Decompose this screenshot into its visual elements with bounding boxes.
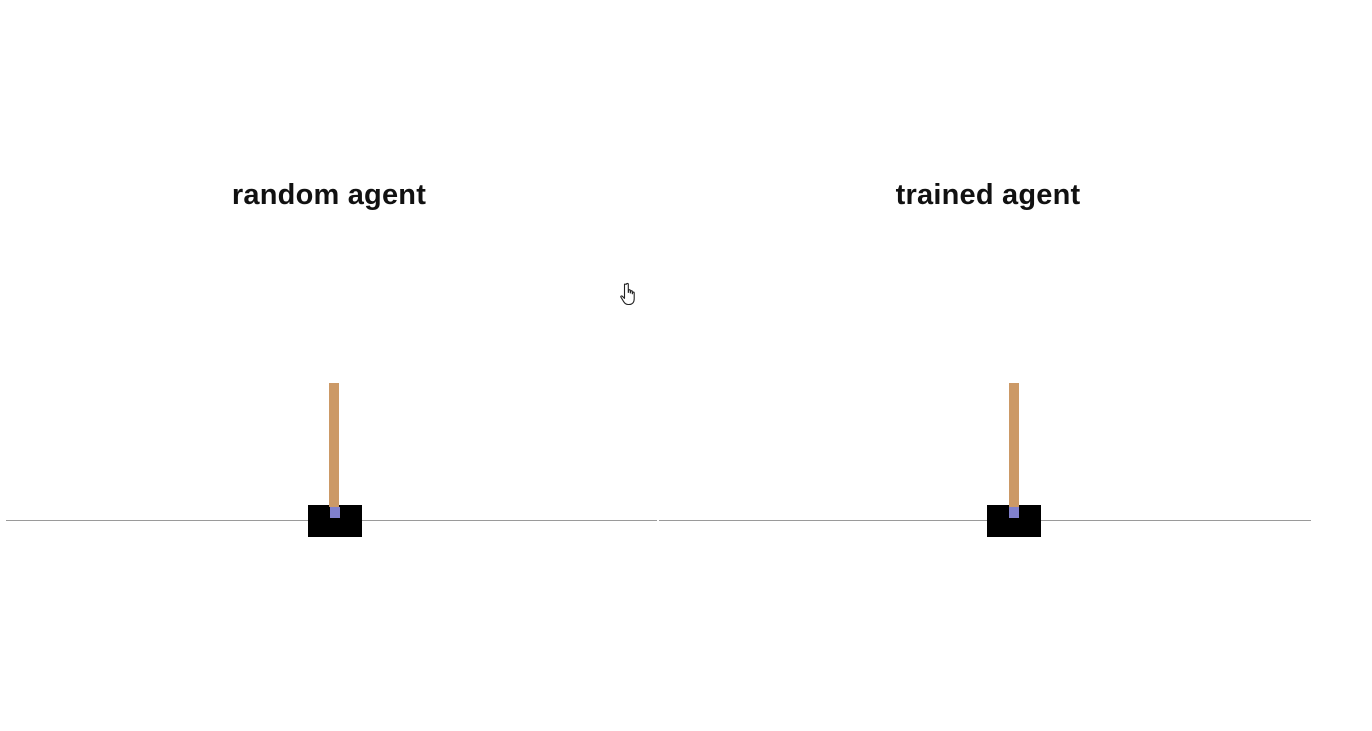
random-agent-axle xyxy=(330,507,340,518)
hand-pointer-icon xyxy=(620,282,640,308)
trained-agent-track xyxy=(659,520,1311,521)
trained-agent-axle xyxy=(1009,507,1019,518)
random-agent-pole xyxy=(329,383,339,507)
random-agent-panel: random agent xyxy=(0,0,658,731)
random-agent-title: random agent xyxy=(0,179,658,212)
trained-agent-panel: trained agent xyxy=(658,0,1318,731)
trained-agent-pole xyxy=(1009,383,1019,507)
trained-agent-title: trained agent xyxy=(658,179,1318,212)
